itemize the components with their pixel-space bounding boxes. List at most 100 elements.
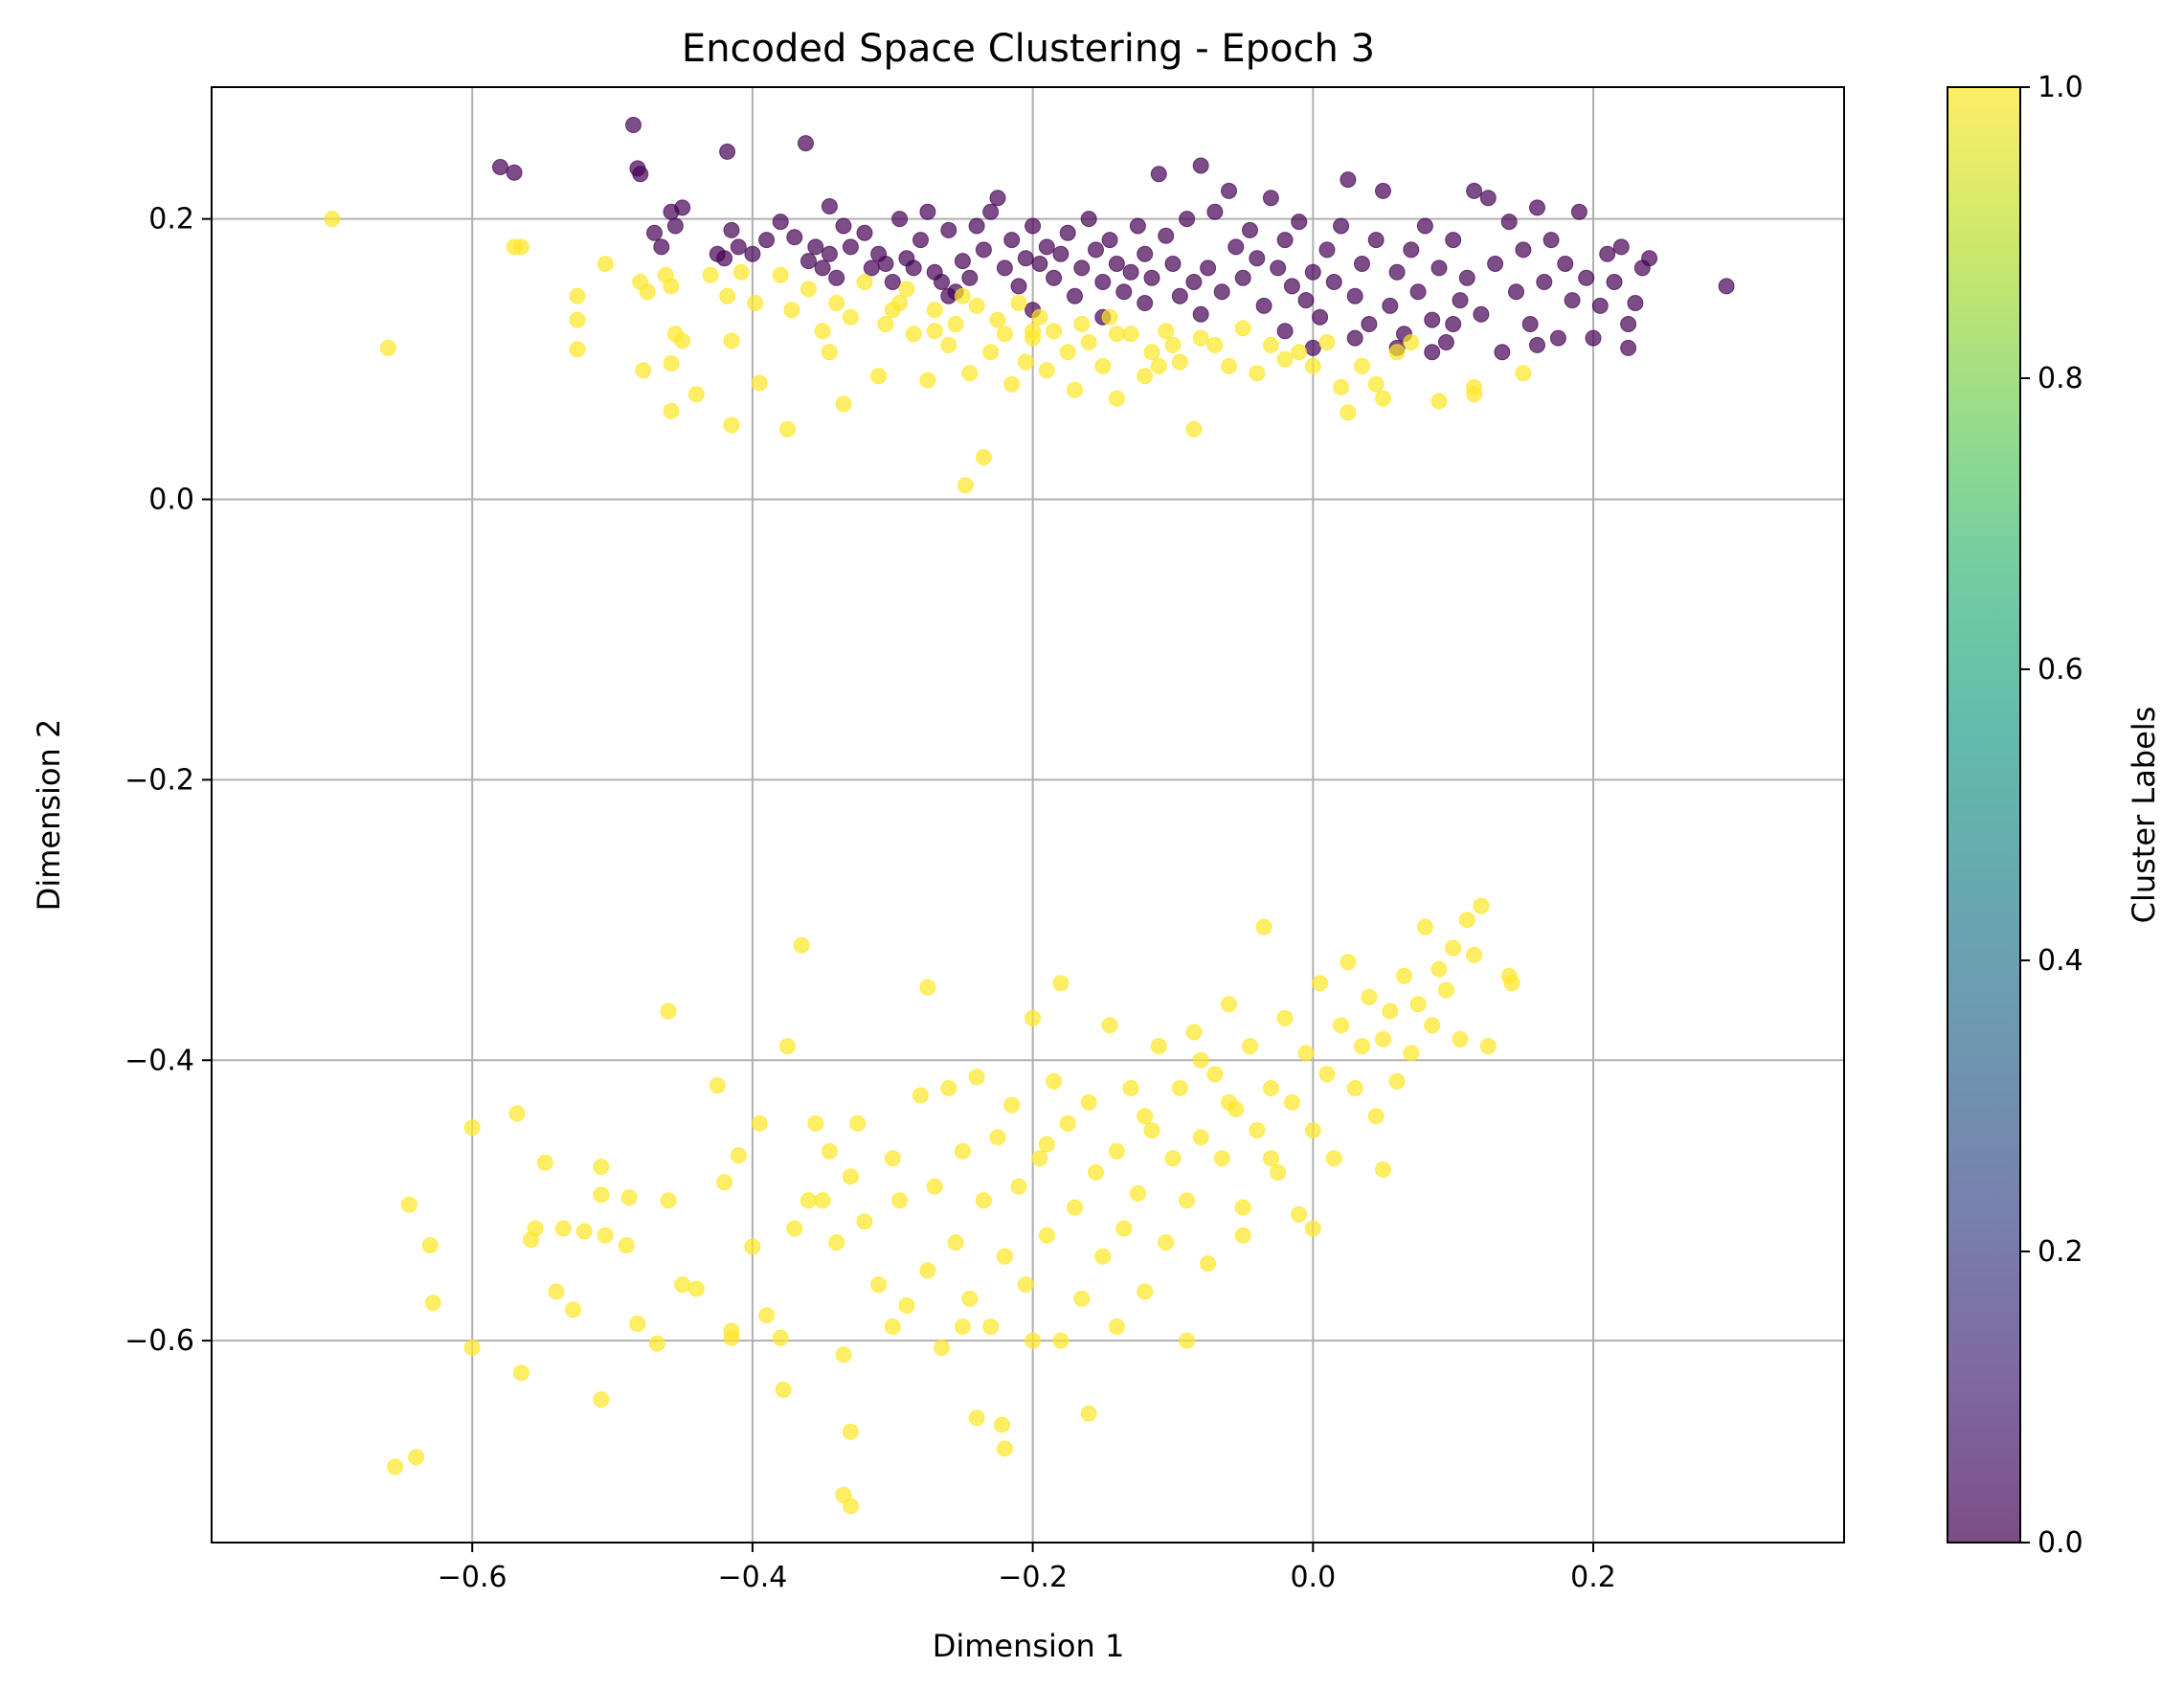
data-point bbox=[674, 1276, 691, 1294]
data-point bbox=[1024, 1009, 1042, 1026]
data-point bbox=[1122, 1080, 1139, 1096]
data-point bbox=[1052, 1332, 1069, 1349]
data-point bbox=[719, 287, 736, 304]
data-point bbox=[1367, 232, 1385, 249]
data-point bbox=[786, 229, 803, 246]
data-point bbox=[618, 1237, 635, 1254]
data-point bbox=[849, 1115, 867, 1132]
data-point bbox=[548, 1283, 565, 1300]
data-point bbox=[1255, 918, 1272, 935]
data-point bbox=[856, 1213, 873, 1230]
data-point bbox=[821, 198, 838, 214]
data-point bbox=[975, 449, 992, 466]
data-point bbox=[1206, 1066, 1224, 1083]
colorbar-tick-label: 0.6 bbox=[2038, 653, 2083, 687]
data-point bbox=[1010, 1178, 1027, 1195]
data-point bbox=[877, 256, 894, 272]
data-point bbox=[387, 1458, 404, 1476]
data-point bbox=[663, 278, 680, 295]
data-point bbox=[732, 263, 750, 281]
data-point bbox=[919, 1262, 936, 1279]
data-point bbox=[1291, 214, 1308, 231]
data-point bbox=[1304, 263, 1321, 281]
data-point bbox=[1361, 316, 1378, 332]
data-point bbox=[807, 1115, 824, 1132]
data-point bbox=[463, 1340, 481, 1356]
data-point bbox=[996, 259, 1013, 277]
data-point bbox=[1227, 238, 1245, 256]
data-point bbox=[1627, 295, 1644, 311]
data-point bbox=[424, 1295, 441, 1312]
data-point bbox=[1529, 336, 1545, 353]
data-point bbox=[1445, 232, 1462, 249]
data-point bbox=[620, 1189, 638, 1206]
data-point bbox=[1388, 263, 1406, 281]
data-point bbox=[842, 1423, 859, 1440]
y-tick-label: −0.6 bbox=[124, 1324, 194, 1358]
data-point bbox=[1108, 390, 1125, 407]
data-point bbox=[1024, 323, 1042, 340]
data-point bbox=[1003, 232, 1021, 249]
data-point bbox=[1143, 269, 1160, 286]
data-point bbox=[926, 302, 943, 319]
data-point bbox=[779, 1038, 796, 1055]
colorbar-ticks: 0.0 0.2 0.4 0.6 0.8 1.0 bbox=[2020, 71, 2083, 1560]
data-point bbox=[1179, 1192, 1196, 1209]
data-point bbox=[1297, 1045, 1315, 1062]
data-point bbox=[957, 477, 974, 494]
data-point bbox=[1564, 292, 1581, 309]
data-point bbox=[632, 166, 649, 183]
data-point bbox=[506, 164, 523, 181]
y-tick-label: 0.0 bbox=[148, 484, 194, 517]
data-point bbox=[1164, 336, 1182, 353]
data-point bbox=[463, 1119, 481, 1137]
chart-title: Encoded Space Clustering - Epoch 3 bbox=[682, 27, 1375, 71]
data-point bbox=[975, 241, 992, 259]
data-point bbox=[593, 1186, 610, 1204]
data-point bbox=[1249, 1122, 1266, 1138]
data-point bbox=[1234, 1199, 1251, 1216]
data-point bbox=[1059, 344, 1076, 361]
data-point bbox=[1452, 1030, 1469, 1048]
data-point bbox=[1430, 393, 1448, 410]
data-point bbox=[982, 344, 1000, 361]
data-point bbox=[1242, 1038, 1258, 1055]
data-point bbox=[1052, 975, 1069, 992]
data-point bbox=[1046, 323, 1063, 340]
data-point bbox=[709, 1077, 726, 1094]
data-point bbox=[1591, 297, 1609, 314]
data-point bbox=[856, 224, 873, 241]
data-point bbox=[723, 221, 740, 238]
data-point bbox=[856, 274, 873, 290]
data-point bbox=[660, 1003, 677, 1020]
data-point bbox=[912, 232, 929, 249]
data-point bbox=[1073, 1290, 1091, 1307]
data-point bbox=[1179, 211, 1196, 228]
data-point bbox=[1003, 375, 1021, 393]
data-point bbox=[1424, 1017, 1441, 1034]
data-point bbox=[1291, 1206, 1308, 1223]
data-point bbox=[1718, 278, 1735, 295]
data-point bbox=[1137, 1108, 1154, 1125]
data-point bbox=[863, 259, 880, 277]
data-point bbox=[1466, 182, 1483, 199]
data-point bbox=[1080, 211, 1097, 228]
data-point bbox=[751, 1115, 768, 1132]
data-point bbox=[1549, 329, 1566, 347]
data-point bbox=[1158, 323, 1175, 340]
data-point bbox=[842, 238, 859, 256]
x-tick-label: 0.0 bbox=[1290, 1561, 1336, 1594]
data-point bbox=[1409, 283, 1427, 301]
data-point bbox=[1017, 250, 1034, 267]
data-point bbox=[663, 402, 680, 419]
data-point bbox=[1304, 339, 1321, 356]
data-point bbox=[982, 1318, 1000, 1335]
data-point bbox=[1031, 308, 1048, 326]
data-point bbox=[898, 281, 915, 298]
data-point bbox=[1067, 381, 1083, 398]
data-point bbox=[1570, 203, 1587, 220]
y-tick-label: −0.2 bbox=[124, 763, 194, 797]
data-point bbox=[1409, 996, 1427, 1013]
data-point bbox=[1270, 1163, 1287, 1181]
data-point bbox=[828, 295, 845, 311]
